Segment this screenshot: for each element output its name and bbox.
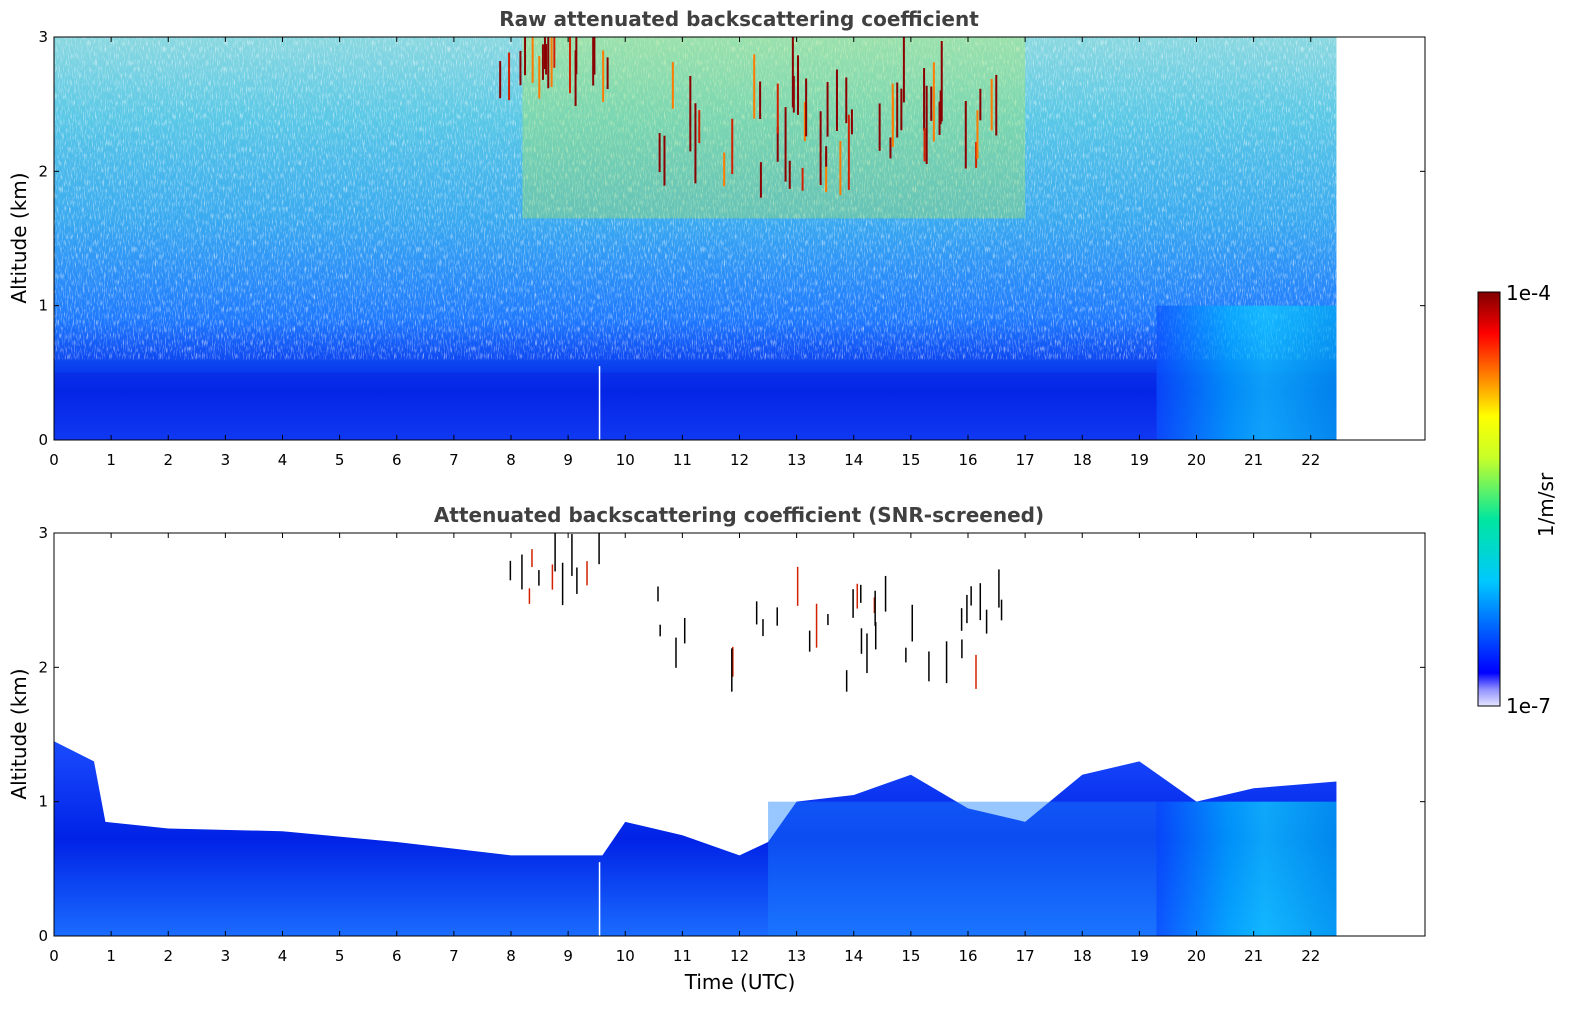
- screened-layer: [54, 741, 1337, 936]
- layer-texture: [768, 801, 1157, 936]
- plot-area: [54, 37, 1337, 440]
- y-tick-label: 0: [38, 431, 48, 449]
- aerosol-layer: [1156, 305, 1337, 440]
- x-tick-label: 22: [1301, 451, 1320, 469]
- noise-overlay: [54, 37, 1337, 360]
- x-tick-label: 0: [49, 451, 59, 469]
- x-tick-label: 8: [506, 451, 516, 469]
- x-axis: 0 1 2 3 4 5 6 7 8 9 10 11 12 13 14 15 16 17 18 19 20 21 22: [49, 533, 1320, 965]
- y-axis: 0 1 2 3: [38, 28, 1425, 449]
- x-tick-label: 21: [1244, 947, 1263, 965]
- x-tick-label: 16: [958, 451, 977, 469]
- x-tick-label: 0: [49, 947, 59, 965]
- plot-area: [54, 533, 1337, 936]
- x-axis: 0 1 2 3 4 5 6 7 8 9 10 11 12 13 14 15 16 17 18 19 20 21 22: [49, 37, 1320, 469]
- x-tick-label: 12: [730, 947, 749, 965]
- x-tick-label: 16: [958, 947, 977, 965]
- x-tick-label: 8: [506, 947, 516, 965]
- x-tick-label: 21: [1244, 451, 1263, 469]
- x-tick-label: 13: [787, 947, 806, 965]
- x-tick-label: 7: [449, 451, 459, 469]
- x-tick-label: 9: [563, 947, 573, 965]
- x-tick-label: 18: [1073, 451, 1092, 469]
- panel-title: Attenuated backscattering coefficient (S…: [434, 503, 1044, 527]
- x-tick-label: 3: [221, 451, 231, 469]
- x-tick-label: 10: [616, 451, 635, 469]
- x-tick-label: 20: [1187, 451, 1206, 469]
- x-tick-label: 5: [335, 947, 345, 965]
- colorbar: 1e-4 1e-7 1/m/sr: [1477, 281, 1558, 718]
- aerosol-layer: [1156, 801, 1337, 936]
- x-tick-label: 9: [563, 451, 573, 469]
- x-tick-label: 17: [1016, 451, 1035, 469]
- y-axis: 0 1 2 3: [38, 524, 1425, 945]
- y-axis-label: Altitude (km): [7, 172, 31, 303]
- x-tick-label: 1: [106, 947, 116, 965]
- y-tick-label: 1: [38, 793, 48, 811]
- x-tick-label: 2: [163, 451, 173, 469]
- y-tick-label: 2: [38, 658, 48, 676]
- colorbar-unit-label: 1/m/sr: [1534, 472, 1558, 537]
- colorbar-gradient: [1477, 291, 1501, 707]
- x-tick-label: 7: [449, 947, 459, 965]
- x-tick-label: 5: [335, 451, 345, 469]
- x-tick-label: 6: [392, 947, 402, 965]
- x-tick-label: 11: [673, 451, 692, 469]
- x-tick-label: 15: [901, 451, 920, 469]
- colorbar-max-label: 1e-4: [1506, 281, 1551, 305]
- x-tick-label: 14: [844, 451, 863, 469]
- y-tick-label: 3: [38, 524, 48, 542]
- screened-backscatter-panel: Attenuated backscattering coefficient (S…: [7, 503, 1426, 994]
- colorbar-min-label: 1e-7: [1506, 694, 1551, 718]
- x-tick-label: 14: [844, 947, 863, 965]
- x-tick-label: 15: [901, 947, 920, 965]
- x-tick-label: 11: [673, 947, 692, 965]
- y-tick-label: 0: [38, 927, 48, 945]
- x-tick-label: 2: [163, 947, 173, 965]
- x-tick-label: 17: [1016, 947, 1035, 965]
- haze-region: [522, 37, 1026, 219]
- x-tick-label: 13: [787, 451, 806, 469]
- y-tick-label: 3: [38, 28, 48, 46]
- x-tick-label: 19: [1130, 947, 1149, 965]
- y-tick-label: 2: [38, 162, 48, 180]
- x-tick-label: 3: [221, 947, 231, 965]
- x-tick-label: 18: [1073, 947, 1092, 965]
- x-tick-label: 4: [278, 451, 288, 469]
- x-tick-label: 22: [1301, 947, 1320, 965]
- x-tick-label: 1: [106, 451, 116, 469]
- x-tick-label: 6: [392, 451, 402, 469]
- raw-backscatter-panel: Raw attenuated backscattering coefficien…: [7, 7, 1426, 469]
- boundary-layer: [54, 372, 1337, 440]
- panel-title: Raw attenuated backscattering coefficien…: [499, 7, 979, 31]
- x-tick-label: 4: [278, 947, 288, 965]
- x-axis-label: Time (UTC): [684, 970, 796, 994]
- x-tick-label: 19: [1130, 451, 1149, 469]
- x-tick-label: 10: [616, 947, 635, 965]
- x-tick-label: 20: [1187, 947, 1206, 965]
- x-tick-label: 12: [730, 451, 749, 469]
- y-tick-label: 1: [38, 297, 48, 315]
- y-axis-label: Altitude (km): [7, 668, 31, 799]
